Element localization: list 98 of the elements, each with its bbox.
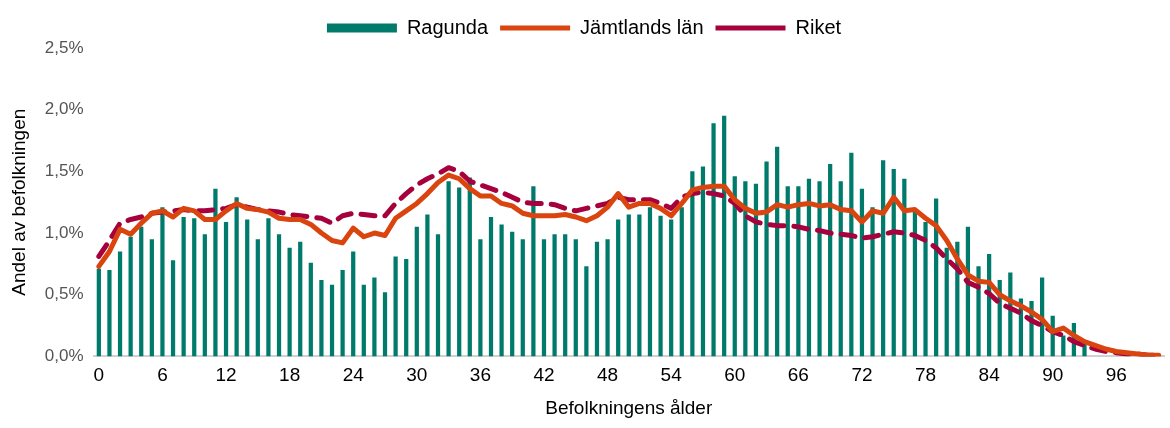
bar xyxy=(722,115,727,357)
bar xyxy=(584,266,589,357)
bar xyxy=(372,277,377,357)
bar xyxy=(658,215,663,357)
bar xyxy=(923,221,928,357)
bar xyxy=(563,234,568,357)
bar xyxy=(881,160,886,357)
bar xyxy=(149,239,154,357)
x-tick-label: 12 xyxy=(215,364,237,386)
bar xyxy=(287,247,292,357)
bar xyxy=(425,214,430,357)
bar xyxy=(393,256,398,357)
bar xyxy=(96,268,101,357)
bar xyxy=(690,171,695,357)
x-axis-title: Befolkningens ålder xyxy=(545,396,713,418)
bar xyxy=(382,292,388,357)
x-tick-label: 66 xyxy=(787,364,809,386)
x-tick-label: 42 xyxy=(533,364,555,386)
bar xyxy=(573,239,578,357)
bar xyxy=(488,217,494,357)
x-tick-label: 54 xyxy=(660,364,683,386)
y-tick-label: 2,0% xyxy=(44,99,84,119)
x-tick-label: 48 xyxy=(597,364,619,386)
x-tick-label: 96 xyxy=(1105,364,1127,386)
bar xyxy=(520,239,525,357)
x-tick-label: 6 xyxy=(157,364,168,386)
x-tick-label: 78 xyxy=(914,364,937,386)
y-tick-label: 2,5% xyxy=(44,37,84,57)
bar xyxy=(340,270,345,357)
legend-label: Riket xyxy=(795,15,842,38)
bar xyxy=(107,270,112,357)
bar xyxy=(806,178,812,357)
bar xyxy=(817,181,822,357)
bar xyxy=(234,197,239,357)
x-tick-label: 30 xyxy=(406,364,428,386)
legend-label: Jämtlands län xyxy=(580,15,704,38)
bar xyxy=(626,214,631,357)
x-tick-label: 18 xyxy=(279,364,301,386)
bar xyxy=(785,186,790,357)
bar xyxy=(679,207,684,357)
bar xyxy=(170,260,176,357)
x-tick-label: 72 xyxy=(851,364,873,386)
bar xyxy=(870,207,875,357)
bar xyxy=(616,219,621,357)
bar xyxy=(117,251,123,357)
bar xyxy=(711,123,716,357)
bar xyxy=(478,239,483,357)
bar xyxy=(319,279,324,357)
bar xyxy=(181,217,186,357)
bar xyxy=(245,219,250,357)
bar xyxy=(192,218,197,357)
bar xyxy=(446,181,451,357)
bar xyxy=(361,284,366,357)
y-tick-label: 1,5% xyxy=(44,161,84,181)
bar xyxy=(266,218,271,357)
bar xyxy=(128,236,133,357)
bar xyxy=(531,186,536,357)
bar xyxy=(541,239,547,357)
bar xyxy=(404,258,409,357)
bar xyxy=(298,241,303,357)
bar xyxy=(351,251,356,357)
bar xyxy=(700,166,706,357)
bar xyxy=(139,226,144,357)
x-tick-label: 90 xyxy=(1042,364,1064,386)
bar xyxy=(457,187,462,357)
bar xyxy=(647,207,653,357)
bar xyxy=(669,219,674,357)
bar xyxy=(213,188,218,357)
y-tick-label: 1,0% xyxy=(44,222,84,242)
bar xyxy=(552,234,557,357)
bar xyxy=(329,284,335,357)
x-tick-label: 36 xyxy=(469,364,491,386)
bar xyxy=(276,234,282,357)
bar xyxy=(499,224,504,357)
bar xyxy=(594,241,600,357)
x-tick-label: 0 xyxy=(93,364,105,386)
x-tick-label: 84 xyxy=(978,364,1001,386)
y-tick-label: 0,5% xyxy=(44,284,84,304)
bar xyxy=(202,234,207,357)
bar xyxy=(510,231,515,357)
legend-label: Ragunda xyxy=(406,15,489,38)
bar xyxy=(743,181,748,357)
bar xyxy=(637,214,642,357)
bar xyxy=(944,247,949,357)
bar xyxy=(160,207,165,357)
bar xyxy=(223,221,229,357)
x-tick-label: 60 xyxy=(724,364,746,386)
bar xyxy=(308,262,313,357)
bar xyxy=(435,234,441,357)
x-tick-label: 24 xyxy=(342,364,365,386)
bar xyxy=(764,161,769,357)
y-tick-label: 0,0% xyxy=(44,346,84,366)
y-axis-title: Andel av befolkningen xyxy=(7,108,29,296)
bar xyxy=(255,239,260,357)
bar xyxy=(414,226,419,357)
bar xyxy=(912,212,918,357)
bar xyxy=(1061,335,1066,357)
bar xyxy=(605,239,610,357)
